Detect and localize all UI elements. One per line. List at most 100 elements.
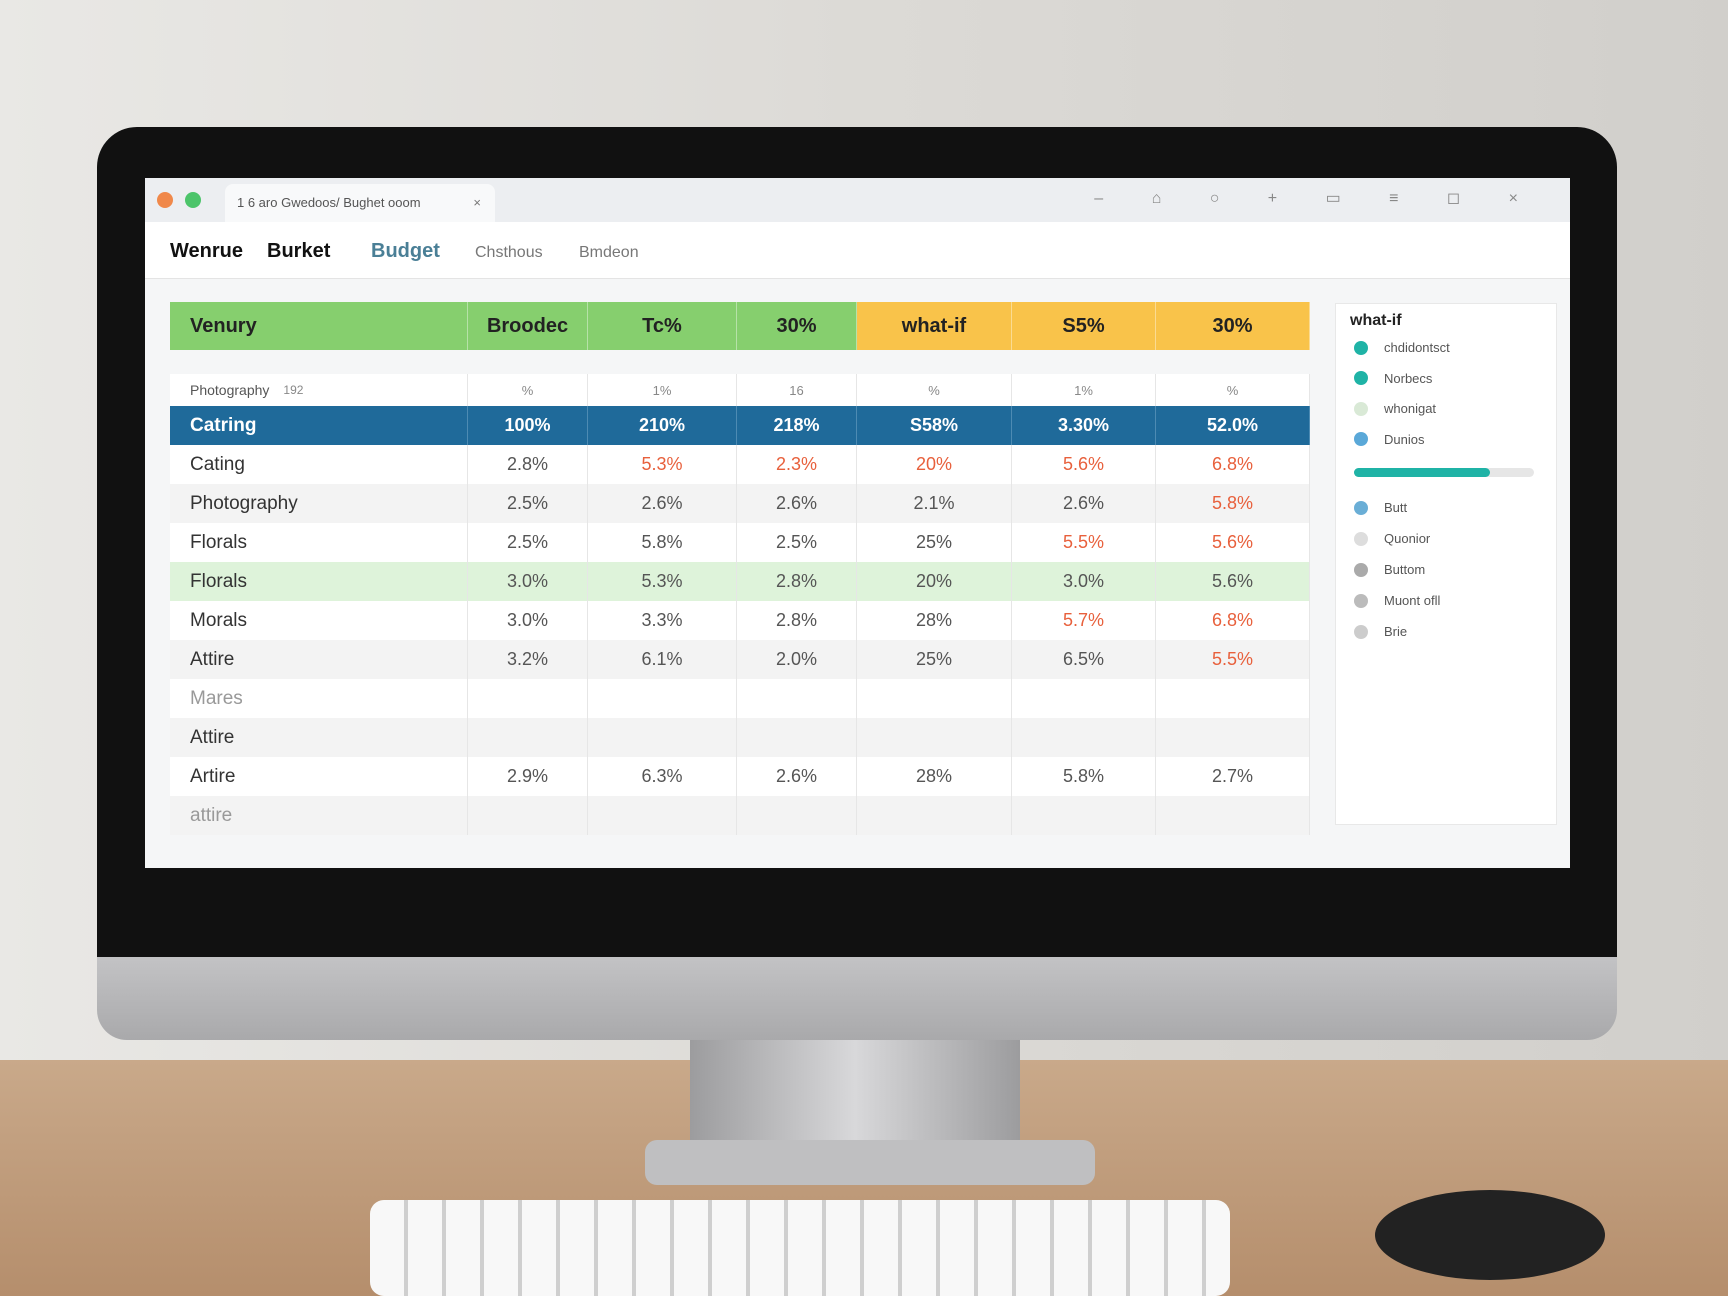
table-row: Florals 3.0% 5.3% 2.8% 20% 3.0% 5.6%	[170, 562, 1310, 601]
subheader-cell: 1%	[1012, 374, 1156, 406]
panel-item[interactable]: Brie	[1354, 624, 1407, 639]
header-cell: what-if	[857, 302, 1012, 350]
panel-item[interactable]: Quonior	[1354, 531, 1430, 546]
table-cell	[737, 718, 857, 757]
table-cell: 28%	[857, 757, 1012, 796]
table-cell: 2.6%	[737, 757, 857, 796]
table-cell	[857, 796, 1012, 835]
header-cell: S5%	[1012, 302, 1156, 350]
nav-tab[interactable]: Burket	[267, 240, 331, 262]
panel-item[interactable]: chdidontsct	[1354, 340, 1450, 355]
table-cell: 100%	[468, 406, 588, 445]
table-cell: 20%	[857, 562, 1012, 601]
table-row: Attire 3.2% 6.1% 2.0% 25% 6.5% 5.5%	[170, 640, 1310, 679]
panel-item[interactable]: Norbecs	[1354, 371, 1432, 386]
table-body: Catring 100% 210% 218% S58% 3.30% 52.0% Cating 2…	[170, 406, 1310, 835]
table-cell: 5.6%	[1156, 562, 1310, 601]
tab-close[interactable]: ×	[473, 195, 481, 210]
table-cell: 2.0%	[737, 640, 857, 679]
table-cell: 5.8%	[588, 523, 737, 562]
row-label: Florals	[170, 523, 468, 562]
nav-tab[interactable]: Wenrue	[170, 240, 243, 262]
header-cell: 30%	[737, 302, 857, 350]
table-cell	[1012, 718, 1156, 757]
browser-tab[interactable]: 1 6 aro Gwedoos/ Bughet ooom ×	[225, 184, 495, 222]
table-cell: 5.5%	[1012, 523, 1156, 562]
table-cell: 2.6%	[1012, 484, 1156, 523]
table-cell	[588, 718, 737, 757]
subheader-cell: Photography 192	[170, 374, 468, 406]
row-label: Cating	[170, 445, 468, 484]
what-if-panel: what-if chdidontsct Norbecs whonigat Dunios B…	[1335, 303, 1557, 825]
table-cell: 3.2%	[468, 640, 588, 679]
table-cell	[737, 796, 857, 835]
panel-item[interactable]: Muont ofll	[1354, 593, 1440, 608]
mouse	[1375, 1190, 1605, 1280]
window-button[interactable]	[185, 192, 201, 208]
panel-item[interactable]: Butt	[1354, 500, 1407, 515]
header-row: Venury Broodec Tc% 30% what-if S5% 30%	[170, 302, 1310, 350]
item-icon	[1354, 593, 1368, 608]
table-cell	[1012, 796, 1156, 835]
table-cell: 6.1%	[588, 640, 737, 679]
item-icon	[1354, 562, 1368, 577]
table-cell	[588, 679, 737, 718]
table-cell: 5.3%	[588, 562, 737, 601]
table-cell: 2.8%	[737, 562, 857, 601]
item-icon	[1354, 500, 1368, 515]
item-icon	[1354, 432, 1368, 446]
item-icon	[1354, 531, 1368, 546]
table-row: Catring 100% 210% 218% S58% 3.30% 52.0%	[170, 406, 1310, 445]
table-row: Morals 3.0% 3.3% 2.8% 28% 5.7% 6.8%	[170, 601, 1310, 640]
window-button[interactable]	[157, 192, 173, 208]
table-cell: 2.6%	[588, 484, 737, 523]
table-cell: 2.9%	[468, 757, 588, 796]
item-icon	[1354, 624, 1368, 639]
row-label: Florals	[170, 562, 468, 601]
header-cell: Broodec	[468, 302, 588, 350]
table-cell: 3.0%	[1012, 562, 1156, 601]
header-cell: Tc%	[588, 302, 737, 350]
subheader-note: 192	[283, 383, 304, 397]
table-cell: 5.5%	[1156, 640, 1310, 679]
table-cell: 5.3%	[588, 445, 737, 484]
table-cell: 218%	[737, 406, 857, 445]
header-cell: Venury	[170, 302, 468, 350]
table-cell: 2.3%	[737, 445, 857, 484]
keyboard	[370, 1200, 1230, 1296]
table-cell: 3.0%	[468, 562, 588, 601]
table-cell	[857, 679, 1012, 718]
panel-item[interactable]: Dunios	[1354, 432, 1424, 447]
table-cell	[1156, 718, 1310, 757]
panel-item[interactable]: Buttom	[1354, 562, 1425, 577]
item-icon	[1354, 340, 1368, 355]
table-row: Artire 2.9% 6.3% 2.6% 28% 5.8% 2.7%	[170, 757, 1310, 796]
title-bar: 1 6 aro Gwedoos/ Bughet ooom × – ⌂ ○ + ▭ …	[145, 178, 1570, 222]
table-cell	[857, 718, 1012, 757]
subheader-cell: %	[857, 374, 1012, 406]
panel-item[interactable]: whonigat	[1354, 401, 1436, 416]
nav-tab[interactable]: Budget	[371, 240, 440, 262]
item-label: Norbecs	[1384, 370, 1433, 386]
table-cell: 6.5%	[1012, 640, 1156, 679]
window-controls[interactable]: – ⌂ ○ + ▭ ≡ ◻ ×	[1094, 190, 1540, 207]
subheader-label: Photography	[190, 382, 270, 398]
table-cell: 28%	[857, 601, 1012, 640]
subheader-cell: %	[1156, 374, 1310, 406]
table-cell: 2.8%	[468, 445, 588, 484]
table-cell	[1012, 679, 1156, 718]
table-cell: 52.0%	[1156, 406, 1310, 445]
table-cell	[588, 796, 737, 835]
nav-tab[interactable]: Bmdeon	[579, 244, 639, 261]
item-icon	[1354, 401, 1368, 416]
item-label: Muont ofll	[1384, 593, 1441, 608]
table-cell: 2.1%	[857, 484, 1012, 523]
item-icon	[1354, 371, 1368, 385]
table-cell: 20%	[857, 445, 1012, 484]
tab-title: 1 6 aro Gwedoos/ Bughet ooom	[237, 195, 421, 210]
table-cell: 5.6%	[1012, 445, 1156, 484]
row-label: Photography	[170, 484, 468, 523]
table-cell	[468, 679, 588, 718]
nav-tab[interactable]: Chsthous	[475, 244, 543, 261]
